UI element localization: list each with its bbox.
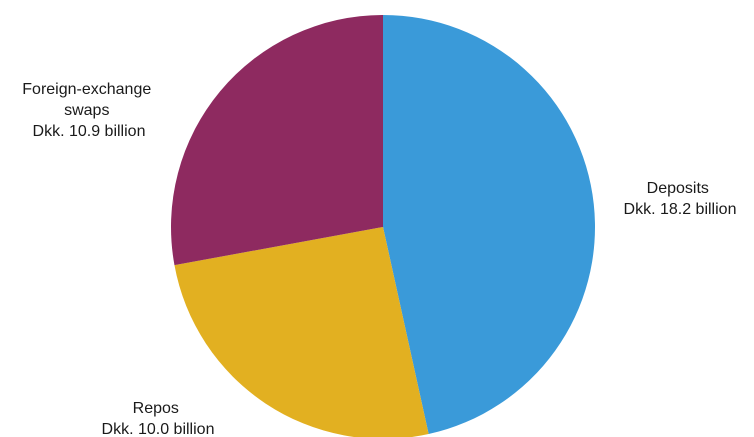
pie-labels: Deposits Dkk. 18.2 billion Repos Dkk. 10… [22,81,736,437]
deposits-label-name: Deposits [647,180,709,197]
fx-swaps-label-name-line2: swaps [64,102,109,119]
fx-swaps-label-value: Dkk. 10.9 billion [33,123,146,140]
slice-label-repos: Repos Dkk. 10.0 billion [102,400,215,437]
pie-slices [171,15,595,437]
slice-label-deposits: Deposits Dkk. 18.2 billion [624,180,737,218]
repos-label-name: Repos [133,400,179,417]
pie-slice-foreign-exchange-swaps [171,15,383,266]
slice-label-fx-swaps: Foreign-exchange swaps Dkk. 10.9 billion [22,81,155,140]
repos-label-value: Dkk. 10.0 billion [102,421,215,437]
deposits-label-value: Dkk. 18.2 billion [624,201,737,218]
pie-slice-deposits [383,15,595,435]
pie-slice-repos [174,227,429,437]
fx-swaps-label-name-line1: Foreign-exchange [22,81,151,98]
